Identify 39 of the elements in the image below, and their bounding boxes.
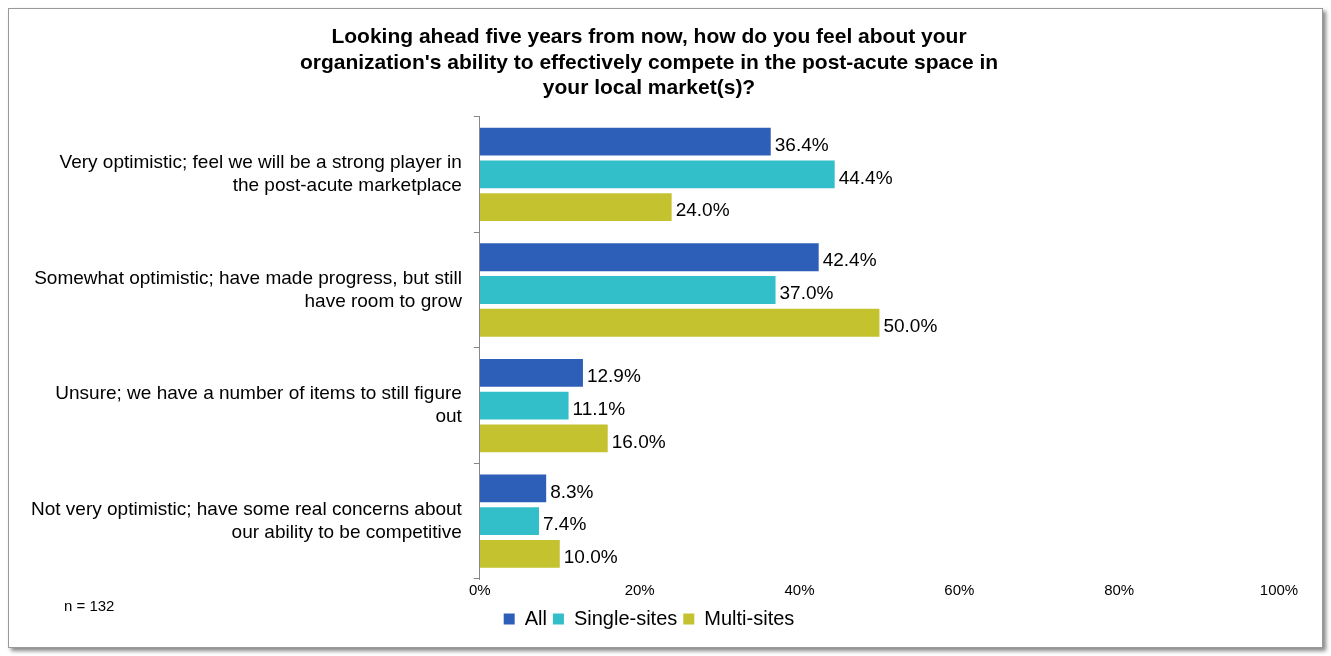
x-tick-label: 0% [469,581,491,599]
x-tick-label: 100% [1259,581,1299,599]
legend-label: Single-sites [573,606,678,629]
y-tick-label: Unsure; we have a number of items to still figure out [55,382,463,427]
x-tick-label: 80% [1104,581,1135,599]
data-label: 37.0% [779,282,834,304]
data-label: 8.3% [550,480,594,502]
x-tick-label: 20% [624,581,655,599]
y-tick-label: Very optimistic; feel we will be a strong player in the post-acute marketplace [59,151,462,196]
y-tick-label: Somewhat optimistic; have made progress, but still have room to grow [34,266,463,311]
bar [479,308,880,337]
data-label: 42.4% [822,249,877,271]
legend-label: All [524,606,547,629]
data-label: 16.0% [611,430,666,452]
bar [479,276,776,304]
y-tick-label: Not very optimistic; have some real concerns about our ability to be competitive [31,498,463,542]
data-label: 36.4% [774,133,829,155]
bar [479,391,569,420]
bar [479,193,672,222]
data-label: 44.4% [838,166,893,188]
bar [479,424,608,453]
bar [479,507,539,536]
text: n = 132 [64,597,115,615]
data-label: 12.9% [586,365,641,387]
chart-title: Looking ahead five years from now, how do you feel about your organization's ability to effectively compete in the post-acute space in your local market(s)? [299,24,999,98]
x-tick-label: 40% [784,581,815,599]
data-label: 7.4% [542,513,587,535]
data-label: 10.0% [563,546,618,568]
legend-label: Multi-sites [704,606,795,629]
bar [479,127,771,156]
data-label: 11.1% [572,397,626,419]
bar [479,358,583,387]
bar [479,540,560,568]
x-tick-label: 60% [944,581,975,599]
data-label: 24.0% [675,199,730,221]
bar [479,474,547,503]
data-label: 50.0% [883,314,938,336]
bar [479,160,835,189]
bar [479,243,819,272]
